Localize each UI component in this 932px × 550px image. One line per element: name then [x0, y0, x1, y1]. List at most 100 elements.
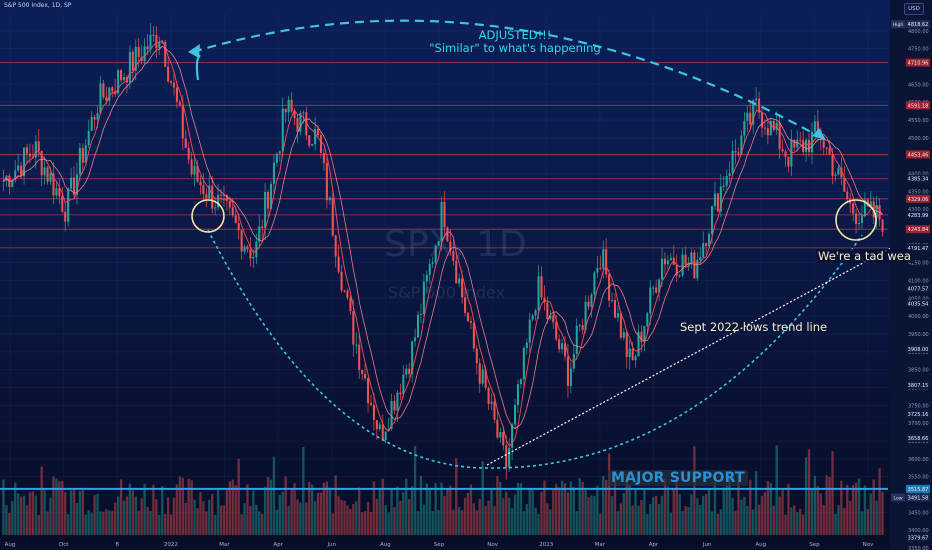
- volume-bar: [128, 483, 132, 535]
- volume-bar: [693, 446, 696, 535]
- volume-bar: [143, 483, 146, 535]
- volume-bar: [731, 497, 734, 535]
- candle-body: [352, 311, 355, 345]
- candle-body: [267, 191, 270, 209]
- volume-bar: [302, 447, 305, 535]
- candle-body: [293, 111, 296, 119]
- candle-body: [575, 325, 578, 355]
- candle-body: [828, 147, 831, 155]
- candle-body: [652, 287, 655, 289]
- price-label-value: 4818.62: [908, 22, 929, 28]
- candle-body: [343, 290, 346, 292]
- top-arc-arrowhead-right: [812, 128, 826, 140]
- candle-body: [243, 246, 246, 252]
- candle-body: [34, 141, 37, 158]
- candle-body: [802, 140, 805, 152]
- candle-body: [252, 257, 255, 259]
- candle-body: [728, 173, 731, 177]
- volume-bar: [613, 476, 617, 535]
- volume-bar: [781, 488, 784, 535]
- volume-bar: [134, 496, 137, 535]
- volume-bar: [555, 484, 558, 535]
- candle-body: [825, 147, 828, 149]
- major-support-annotation: MAJOR SUPPORT: [608, 470, 748, 486]
- volume-bar: [590, 495, 593, 535]
- candle-body: [658, 279, 661, 293]
- sept-2022-trend-line: [486, 234, 916, 466]
- volume-bar: [313, 501, 317, 535]
- candle-body: [716, 193, 719, 212]
- candle-body: [434, 245, 437, 263]
- candle-body: [443, 201, 446, 228]
- candle-body: [452, 251, 455, 262]
- volume-bar: [58, 481, 61, 535]
- candle-body: [822, 140, 825, 148]
- candle-body: [328, 197, 331, 201]
- candle-body: [699, 257, 702, 260]
- candle-body: [519, 379, 522, 385]
- price-label-box: [906, 299, 930, 308]
- y-tick-label: 3950.00: [908, 332, 929, 338]
- volume-bar: [825, 475, 828, 535]
- volume-bar: [546, 503, 549, 535]
- volume-bar: [563, 483, 567, 535]
- volume-bar: [566, 492, 570, 535]
- volume-bar: [19, 496, 23, 535]
- candle-body: [140, 56, 143, 62]
- candle-body: [558, 339, 561, 350]
- y-tick-label: 3600.00: [908, 457, 929, 463]
- candle-body: [311, 144, 314, 146]
- volume-bar: [293, 483, 296, 535]
- candle-body: [246, 246, 249, 250]
- price-label-box: [906, 243, 930, 252]
- volume-bar: [225, 489, 229, 535]
- volume-bar: [213, 514, 217, 535]
- price-label-box: [906, 484, 930, 493]
- y-tick-label: 3850.00: [908, 368, 929, 374]
- volume-bar: [719, 509, 723, 535]
- volume-bar: [355, 501, 358, 535]
- volume-bar: [16, 493, 20, 535]
- candle-body: [78, 148, 81, 175]
- volume-bar: [31, 491, 35, 535]
- weak-annotation: We're a tad wea: [816, 249, 913, 263]
- volume-bar: [72, 489, 76, 535]
- candle-body: [284, 108, 287, 113]
- volume-bar: [69, 490, 73, 535]
- candle-body: [96, 113, 99, 120]
- candle-body: [43, 167, 46, 176]
- volume-bar: [43, 490, 46, 535]
- candle-body: [731, 151, 734, 174]
- volume-bar: [699, 505, 702, 535]
- volume-bar: [604, 480, 608, 535]
- candle-body: [537, 276, 540, 311]
- volume-bar: [299, 502, 302, 535]
- volume-bar: [749, 479, 752, 535]
- volume-bar: [240, 514, 243, 535]
- volume-bar: [49, 497, 52, 535]
- volume-bar: [675, 478, 678, 535]
- candle-body: [120, 70, 123, 81]
- volume-bar: [149, 510, 152, 535]
- volume-bar: [284, 476, 287, 535]
- candle-body: [458, 278, 461, 284]
- candle-body: [208, 185, 211, 199]
- candle-body: [17, 165, 20, 171]
- currency-badge[interactable]: USD: [904, 3, 924, 15]
- price-label-box: [906, 433, 930, 442]
- candle-body: [622, 332, 625, 338]
- candle-body: [164, 41, 167, 67]
- price-label-box: [906, 410, 930, 419]
- volume-bar: [14, 482, 17, 535]
- volume-bar: [813, 475, 817, 535]
- volume-bar: [851, 485, 855, 535]
- candle-body: [52, 173, 55, 196]
- volume-bar: [678, 494, 681, 535]
- candle-body: [713, 193, 716, 207]
- volume-bar: [522, 511, 526, 535]
- price-tag-text: Low: [893, 496, 902, 502]
- candle-body: [334, 235, 337, 257]
- price-label-value: 4035.54: [908, 301, 929, 307]
- candle-body: [161, 41, 164, 43]
